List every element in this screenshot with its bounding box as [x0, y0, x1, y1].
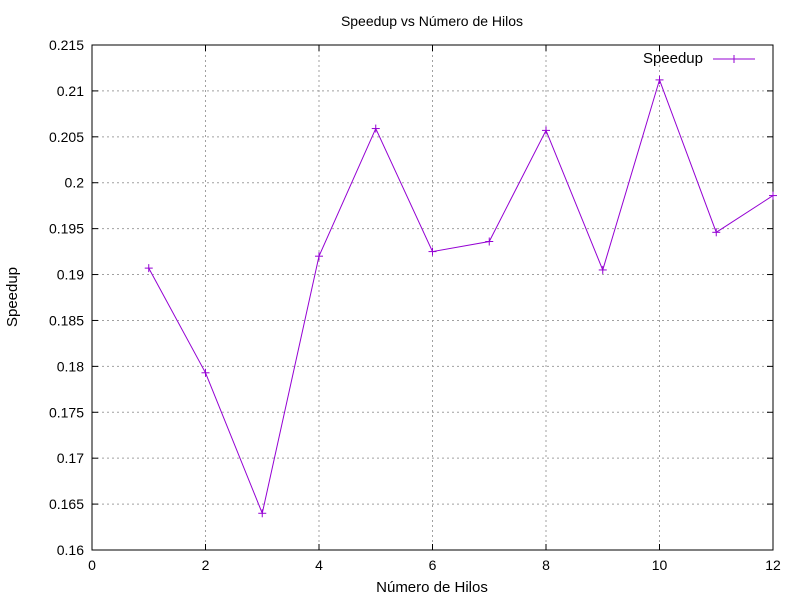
data-point [258, 509, 267, 518]
y-tick-label: 0.215 [49, 37, 84, 53]
legend-marker [730, 55, 738, 63]
y-tick-label: 0.16 [57, 542, 84, 558]
y-tick-label: 0.175 [49, 404, 84, 420]
data-point [655, 75, 664, 84]
data-point [371, 124, 380, 133]
x-tick-label: 6 [429, 557, 437, 573]
x-tick-label: 2 [202, 557, 210, 573]
legend-plus-marker [730, 55, 738, 63]
x-axis-label: Número de Hilos [376, 579, 488, 596]
y-tick-label: 0.165 [49, 496, 84, 512]
y-tick-label: 0.19 [57, 267, 84, 283]
x-tick-label: 8 [542, 557, 550, 573]
y-tick-label: 0.18 [57, 358, 84, 374]
data-point [542, 126, 550, 135]
data-point [315, 252, 323, 261]
data-point [428, 247, 437, 256]
x-tick-label: 0 [88, 557, 96, 573]
chart-title: Speedup vs Número de Hilos [341, 13, 523, 29]
data-point [712, 228, 721, 237]
series-line-speedup [148, 78, 774, 515]
y-tick-label: 0.185 [49, 312, 84, 328]
y-tick-label: 0.2 [65, 175, 85, 191]
data-point [769, 191, 777, 200]
data-point [201, 368, 210, 377]
y-axis-label: Speedup [4, 267, 21, 327]
y-tick-label: 0.21 [57, 83, 84, 99]
data-point [144, 264, 153, 273]
x-tick-label: 10 [652, 557, 668, 573]
series-layer [144, 75, 777, 518]
legend-label: Speedup [643, 50, 703, 67]
x-tick-label: 12 [765, 557, 781, 573]
y-tick-label: 0.17 [57, 450, 84, 466]
data-point [485, 237, 494, 246]
grid-lines [92, 45, 773, 550]
x-tick-label: 4 [315, 557, 323, 573]
legend: Speedup [643, 50, 755, 67]
data-point [598, 265, 607, 274]
y-tick-label: 0.205 [49, 129, 84, 145]
ticks: 0.160.1650.170.1750.180.1850.190.1950.20… [49, 37, 781, 573]
y-tick-label: 0.195 [49, 221, 84, 237]
